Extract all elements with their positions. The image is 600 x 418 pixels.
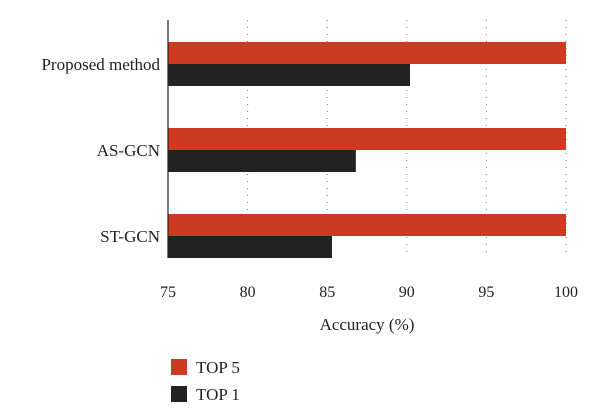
- bar-top-1: [168, 64, 410, 86]
- bar-top-1: [168, 236, 332, 258]
- x-tick-label: 95: [478, 284, 494, 301]
- category-labels: Proposed method AS-GCN ST-GCN: [41, 55, 160, 246]
- bar-top-1: [168, 150, 356, 172]
- x-tick-label: 85: [319, 284, 335, 301]
- legend-swatch: [171, 359, 187, 375]
- legend-label: TOP 5: [196, 358, 240, 377]
- category-label: Proposed method: [41, 55, 160, 74]
- x-axis-title: Accuracy (%): [320, 315, 415, 334]
- bar-top-5: [168, 128, 566, 150]
- x-axis-ticks: 75 80 85 90 95 100: [160, 284, 578, 301]
- bar-top-5: [168, 214, 566, 236]
- x-tick-label: 100: [554, 284, 578, 301]
- bars: [168, 42, 566, 258]
- legend: TOP 5 TOP 1: [171, 358, 240, 404]
- x-tick-label: 80: [240, 284, 256, 301]
- x-tick-label: 90: [399, 284, 415, 301]
- category-label: AS-GCN: [97, 141, 160, 160]
- x-tick-label: 75: [160, 284, 176, 301]
- category-label: ST-GCN: [100, 227, 160, 246]
- legend-swatch: [171, 386, 187, 402]
- legend-label: TOP 1: [196, 385, 240, 404]
- bar-top-5: [168, 42, 566, 64]
